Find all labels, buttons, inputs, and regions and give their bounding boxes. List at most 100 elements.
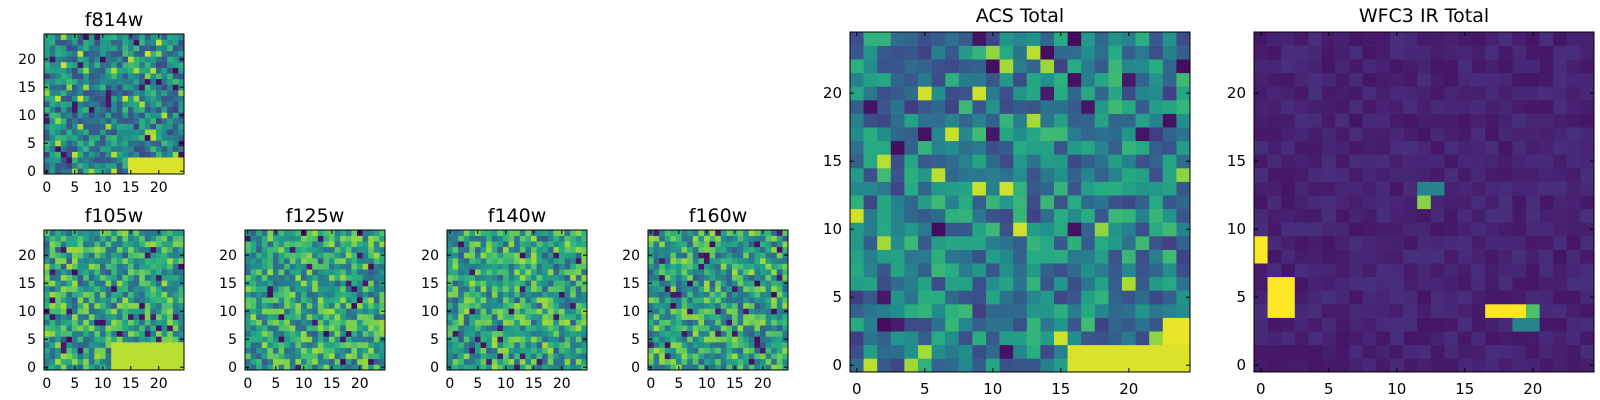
heatmap-cell (128, 325, 134, 332)
x-tick-label: 5 (271, 376, 280, 392)
heatmap-cell (1122, 249, 1136, 264)
heatmap-cell (105, 308, 112, 315)
heatmap-cell (284, 364, 291, 371)
heatmap-cell (77, 252, 84, 259)
heatmap-cell (83, 140, 90, 147)
heatmap-cell (447, 241, 453, 248)
heatmap-cell (664, 235, 671, 242)
heatmap-cell (1335, 59, 1350, 74)
heatmap-cell (1254, 290, 1268, 305)
heatmap-cell (486, 347, 493, 354)
heatmap-cell (139, 123, 146, 130)
heatmap-cell (94, 56, 101, 63)
heatmap-cell (726, 291, 733, 298)
heatmap-cell (760, 274, 766, 281)
heatmap-cell (167, 330, 174, 337)
heatmap-cell (497, 230, 504, 236)
heatmap-cell (267, 319, 274, 326)
heatmap-cell (306, 308, 313, 315)
heatmap-cell (681, 286, 688, 292)
heatmap-cell (295, 302, 302, 309)
heatmap-cell (60, 118, 67, 124)
heatmap-cell (986, 331, 1000, 346)
heatmap-cell (139, 364, 146, 371)
heatmap-cell (1094, 195, 1109, 210)
heatmap-cell (748, 364, 755, 371)
heatmap-cell (44, 258, 50, 264)
heatmap-cell (720, 302, 727, 309)
heatmap-cell (1362, 263, 1377, 278)
heatmap-cell (250, 353, 257, 360)
heatmap-cell (77, 302, 84, 309)
heatmap-cell (659, 308, 666, 315)
heatmap-cell (1135, 45, 1150, 60)
heatmap-cell (771, 319, 778, 326)
heatmap-cell (1108, 72, 1123, 87)
heatmap-cell (312, 269, 319, 276)
heatmap-cell (116, 358, 123, 365)
heatmap-cell (760, 235, 766, 242)
heatmap-cell (105, 90, 112, 96)
heatmap-cell (664, 269, 671, 276)
heatmap-cell (491, 258, 498, 264)
heatmap-cell (1539, 113, 1554, 128)
heatmap-cell (931, 127, 946, 142)
heatmap-cell (659, 269, 666, 276)
heatmap-cell (88, 246, 95, 253)
heatmap-cell (1444, 317, 1459, 332)
heatmap-cell (178, 258, 185, 264)
heatmap-cell (77, 34, 84, 40)
heatmap-cell (100, 146, 106, 152)
y-tick-label: 0 (832, 356, 842, 374)
heatmap-cell (1162, 317, 1177, 332)
heatmap-cell (715, 364, 722, 371)
heatmap-cell (122, 129, 129, 136)
heatmap-cell (295, 230, 302, 236)
heatmap-cell (1067, 45, 1082, 60)
heatmap-cell (458, 246, 465, 253)
heatmap-cell (732, 258, 738, 264)
heatmap-cell (60, 73, 67, 80)
heatmap-cell (1417, 100, 1432, 114)
heatmap-cell (133, 235, 140, 242)
heatmap-cell (156, 106, 162, 113)
heatmap-cell (508, 330, 515, 337)
heatmap-cell (1162, 195, 1177, 210)
heatmap-cell (60, 146, 67, 152)
heatmap-cell (452, 314, 459, 320)
heatmap-cell (1108, 127, 1123, 142)
heatmap-cell (156, 134, 162, 141)
heatmap-cell (542, 308, 549, 315)
heatmap-cell (150, 230, 157, 236)
heatmap-cell (66, 157, 73, 164)
heatmap-cell (1444, 331, 1459, 346)
heatmap-cell (782, 325, 789, 332)
heatmap-cell (765, 342, 772, 348)
heatmap-cell (1498, 100, 1513, 114)
heatmap-cell (60, 252, 67, 259)
heatmap-cell (497, 364, 504, 371)
heatmap-cell (144, 157, 151, 164)
heatmap-cell (760, 325, 766, 332)
heatmap-cell (536, 246, 543, 253)
heatmap-cell (863, 331, 878, 346)
heatmap-cell (317, 286, 324, 292)
heatmap-cell (94, 241, 101, 248)
heatmap-cell (542, 269, 549, 276)
heatmap-cell (245, 358, 251, 365)
heatmap-cell (999, 236, 1014, 250)
heatmap-cell (66, 162, 73, 169)
heatmap-cell (904, 100, 919, 114)
heatmap-cell (692, 314, 699, 320)
heatmap-cell (737, 364, 744, 371)
heatmap-cell (111, 45, 118, 52)
heatmap-cell (301, 330, 307, 337)
heatmap-cell (559, 353, 565, 360)
heatmap-cell (60, 319, 67, 326)
heatmap-cell (1176, 168, 1191, 182)
heatmap-cell (267, 336, 274, 343)
heatmap-cell (83, 168, 90, 175)
heatmap-cell (765, 230, 772, 236)
heatmap-cell (1308, 140, 1323, 155)
heatmap-cell (1458, 72, 1472, 87)
